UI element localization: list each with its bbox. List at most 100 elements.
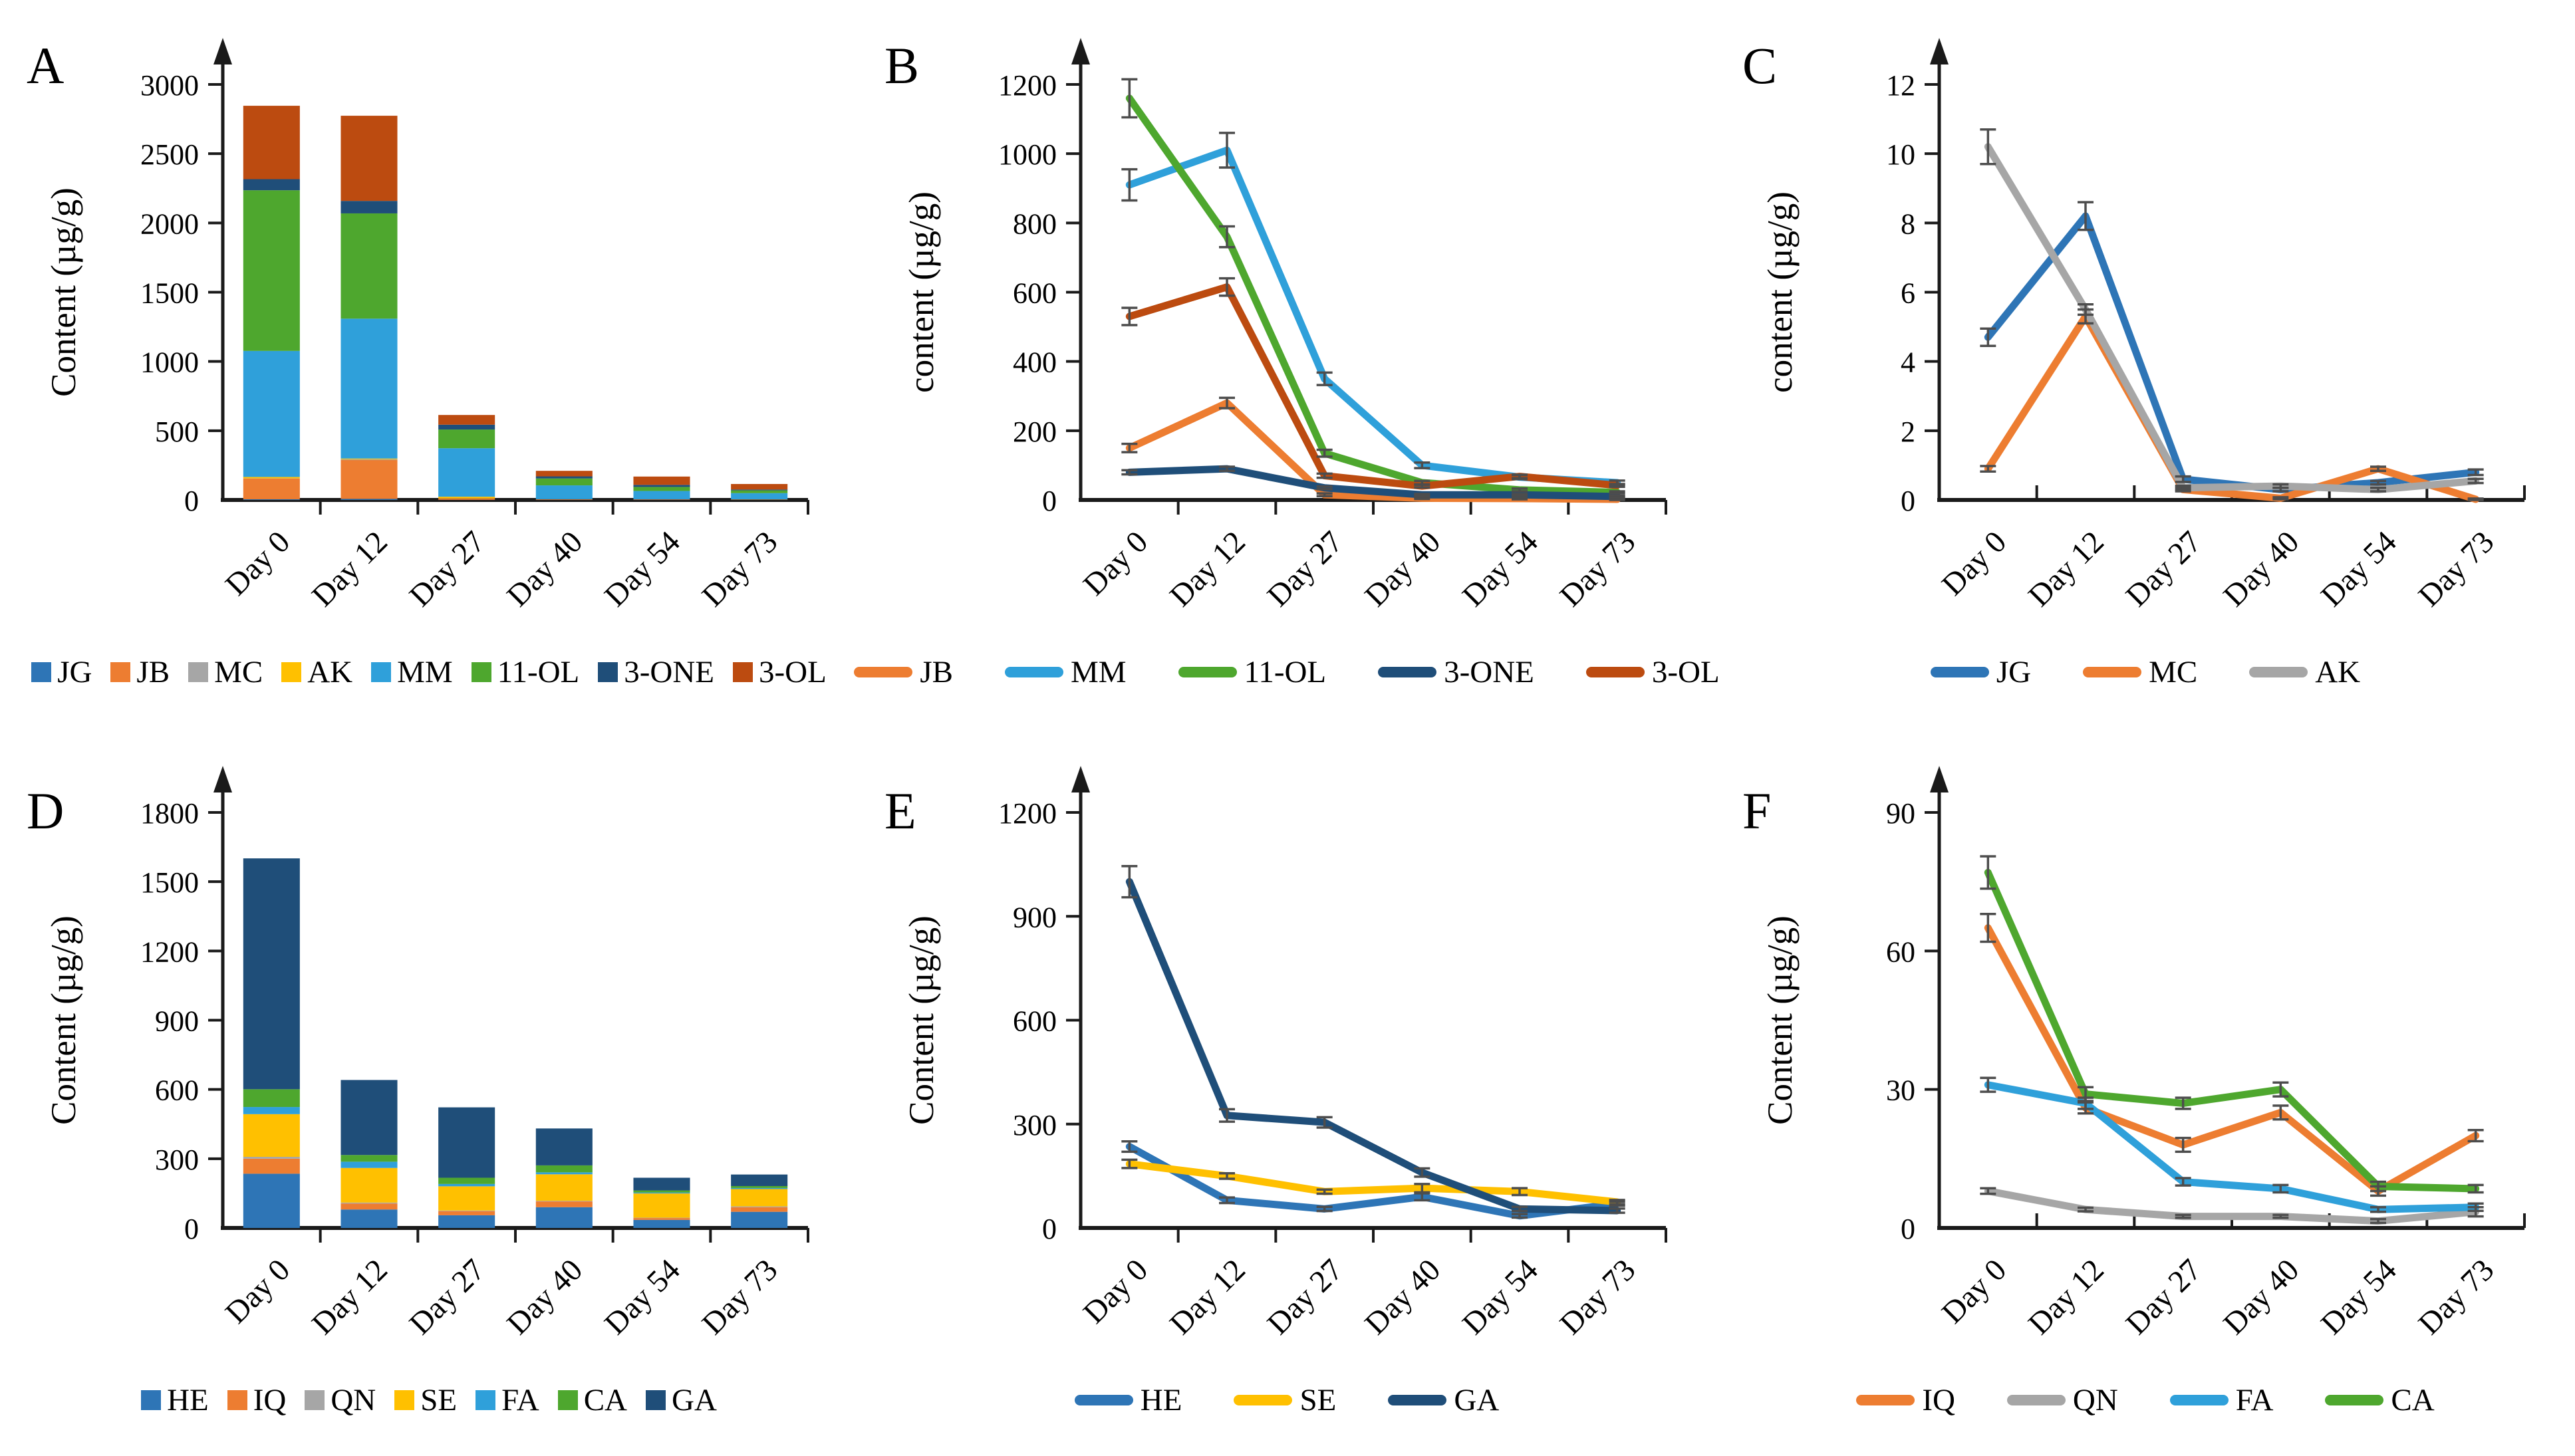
y-tick-label: 0 — [1901, 485, 1915, 517]
legend-item-SE: SE — [394, 1382, 457, 1418]
legend-label: QN — [331, 1383, 376, 1417]
legend-swatch-JG — [31, 662, 52, 682]
legend-item-FA: FA — [475, 1382, 539, 1418]
legend-swatch-GA — [1388, 1395, 1447, 1405]
bar-segment-JB — [535, 499, 593, 500]
bar-segment-GA — [438, 1107, 495, 1178]
bar-segment-SE — [731, 1189, 788, 1207]
legend-label: FA — [2235, 1383, 2274, 1417]
bar-segment-GA — [243, 858, 300, 1090]
bar-segment-3-OL — [731, 483, 788, 490]
y-tick-label: 1000 — [140, 346, 199, 379]
legend-label: IQ — [1922, 1383, 1955, 1417]
panel-letter: F — [1742, 782, 1772, 840]
y-tick-label: 0 — [184, 485, 199, 517]
legend-label: 3-OL — [1651, 655, 1720, 689]
bar-segment-GA — [340, 1080, 398, 1155]
bar-segment-MC — [340, 459, 398, 460]
x-category-label: Day 40 — [2217, 1253, 2306, 1342]
series-line-CA — [1984, 868, 2480, 1193]
bar-segment-MM — [438, 448, 495, 497]
legend-label: SE — [1299, 1383, 1337, 1417]
y-tick-label: 600 — [1013, 277, 1057, 310]
legend-label: 3-ONE — [1444, 655, 1534, 689]
legend-label: CA — [2391, 1383, 2435, 1417]
y-tick-label: 1800 — [140, 797, 199, 830]
y-tick-label: 2 — [1901, 416, 1915, 448]
bar-segment-HE — [731, 1211, 788, 1228]
bar-segment-3-ONE — [340, 201, 398, 213]
bar-segment-HE — [243, 1173, 300, 1228]
x-category-label: Day 40 — [500, 1253, 589, 1342]
legend-swatch-MM — [1004, 667, 1063, 677]
legend-item-GA: GA — [646, 1382, 717, 1418]
bar-segment-MM — [340, 318, 398, 459]
x-category-label: Day 0 — [1077, 1253, 1154, 1330]
x-category-label: Day 40 — [1358, 1253, 1447, 1342]
y-axis-title: content (µg/g) — [1761, 191, 1800, 393]
y-tick-label: 6 — [1901, 277, 1915, 310]
x-category-label: Day 12 — [1163, 525, 1252, 614]
legend-panel-a: JG JB MC AK MM 11-OL 3-ONE 3-OL — [0, 654, 858, 690]
legend-item-CA: CA — [2325, 1382, 2435, 1418]
legend-label: 3-ONE — [624, 655, 714, 689]
x-category-label: Day 12 — [305, 1253, 394, 1342]
bar-segment-CA — [633, 1190, 690, 1193]
x-category-label: Day 27 — [1261, 525, 1350, 614]
y-tick-label: 1200 — [140, 935, 199, 968]
legend-swatch-IQ — [227, 1390, 247, 1410]
legend-label: CA — [583, 1383, 627, 1417]
bar-segment-JG — [340, 499, 398, 500]
legend-panel-c: JG MC AK — [1716, 654, 2575, 690]
legend-item-3-OL: 3-OL — [1585, 654, 1720, 690]
y-tick-label: 3000 — [140, 69, 199, 102]
bar-segment-FA — [535, 1172, 593, 1175]
bar-segment-11-OL — [731, 490, 788, 493]
legend-item-MM: MM — [371, 654, 453, 690]
x-category-label: Day 54 — [598, 1253, 687, 1342]
legend-label: FA — [501, 1383, 539, 1417]
legend-label: QN — [2072, 1383, 2118, 1417]
y-tick-label: 1500 — [140, 277, 199, 310]
x-category-label: Day 27 — [2119, 525, 2209, 614]
legend-swatch-SE — [1234, 1395, 1293, 1405]
legend-item-3-ONE: 3-ONE — [598, 654, 714, 690]
y-tick-label: 1500 — [140, 866, 199, 899]
x-category-label: Day 0 — [1077, 525, 1154, 602]
legend-swatch-JB — [854, 667, 913, 677]
legend-label: JG — [57, 655, 92, 689]
panel-a: A 0 500 1000 1500 2000 2500 3000 Day 0 Day 12 Day… — [0, 0, 858, 728]
panel-f: F 0 30 60 90 Day 0 Day 12 Day 27 Day 40 Day 54 Da… — [1716, 728, 2575, 1456]
legend-swatch-3-OL — [1585, 667, 1645, 677]
bar-segment-3-ONE — [438, 424, 495, 430]
y-tick-label: 800 — [1013, 207, 1057, 240]
x-category-label: Day 73 — [2412, 525, 2501, 614]
panel-letter: B — [884, 37, 920, 94]
series-line-SE — [1125, 1160, 1621, 1206]
x-category-label: Day 0 — [1935, 1253, 2013, 1330]
legend-swatch-AK — [281, 662, 302, 682]
legend-swatch-MC — [2083, 667, 2142, 677]
bar-segment-3-OL — [340, 116, 398, 201]
bar-segment-FA — [731, 1187, 788, 1189]
bar-segment-IQ — [633, 1218, 690, 1220]
y-axis-title: Content (µg/g) — [45, 915, 83, 1125]
legend-swatch-MM — [371, 662, 392, 682]
x-category-label: Day 54 — [1456, 1253, 1545, 1342]
x-category-label: Day 73 — [2412, 1253, 2501, 1342]
legend-item-JG: JG — [31, 654, 92, 690]
series-line-11-OL — [1125, 94, 1621, 497]
bar-segment-SE — [438, 1186, 495, 1211]
series-line-MC — [1984, 312, 2480, 503]
bar-segment-AK — [438, 497, 495, 499]
legend-swatch-FA — [2169, 1395, 2229, 1405]
bar-segment-CA — [731, 1185, 788, 1188]
legend-swatch-3-OL — [733, 662, 753, 682]
chart-panel-f: 0 30 60 90 Day 0 Day 12 Day 27 Day 40 Day 54 Day … — [1761, 766, 2526, 1342]
x-category-label: Day 27 — [403, 1253, 492, 1342]
legend-swatch-HE — [1074, 1395, 1133, 1405]
legend-label: HE — [1140, 1383, 1182, 1417]
legend-label: MM — [1070, 655, 1127, 689]
bar-segment-JB — [633, 499, 690, 500]
